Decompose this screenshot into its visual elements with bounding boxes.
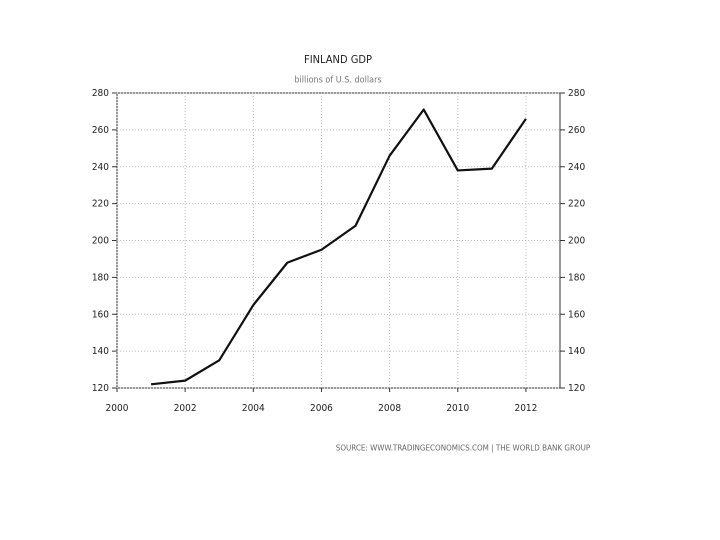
y2-tick-label: 180 bbox=[568, 272, 585, 283]
y2-tick-label: 160 bbox=[568, 309, 585, 320]
x-tick-label: 2008 bbox=[378, 403, 401, 414]
y2-tick-label: 140 bbox=[568, 346, 585, 357]
y-tick-label: 220 bbox=[92, 199, 109, 210]
y-tick-label: 140 bbox=[92, 346, 109, 357]
x-tick-label: 2000 bbox=[106, 403, 129, 414]
y-tick-label: 260 bbox=[92, 125, 109, 136]
y-tick-label: 200 bbox=[92, 236, 109, 247]
chart-subtitle: billions of U.S. dollars bbox=[294, 76, 381, 86]
chart-title: FINLAND GDP bbox=[304, 53, 372, 66]
y2-tick-label: 120 bbox=[568, 383, 585, 394]
y2-tick-label: 240 bbox=[568, 162, 585, 173]
x-tick-label: 2012 bbox=[514, 403, 537, 414]
data-line bbox=[150, 108, 527, 386]
x-tick-label: 2002 bbox=[174, 403, 197, 414]
x-tick-label: 2006 bbox=[310, 403, 333, 414]
y2-tick-label: 200 bbox=[568, 236, 585, 247]
y-tick-label: 180 bbox=[92, 272, 109, 283]
y2-tick-label: 280 bbox=[568, 88, 585, 99]
x-tick-label: 2004 bbox=[242, 403, 265, 414]
y2-tick-label: 220 bbox=[568, 199, 585, 210]
y-tick-label: 240 bbox=[92, 162, 109, 173]
y-tick-label: 280 bbox=[92, 88, 109, 99]
x-tick-label: 2010 bbox=[446, 403, 469, 414]
y-tick-label: 120 bbox=[92, 383, 109, 394]
y-tick-label: 160 bbox=[92, 309, 109, 320]
source-note: SOURCE: WWW.TRADINGECONOMICS.COM | THE W… bbox=[336, 444, 591, 453]
y2-tick-label: 260 bbox=[568, 125, 585, 136]
